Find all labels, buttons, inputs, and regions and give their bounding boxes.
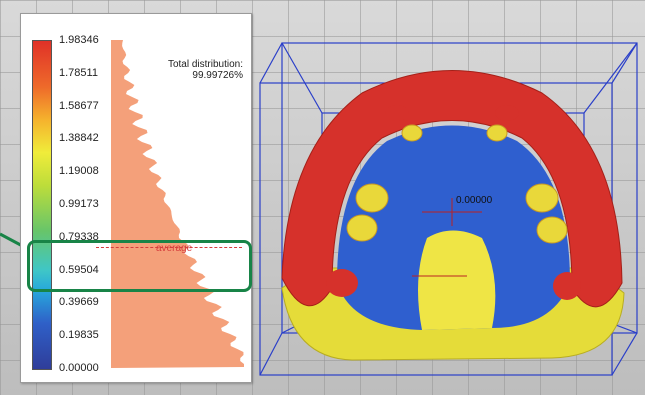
dental-scan-model[interactable] — [252, 38, 644, 383]
total-distribution: Total distribution: 99.99726% — [168, 59, 243, 81]
scale-tick-label: 1.98346 — [59, 34, 99, 46]
center-crosshair — [412, 198, 482, 277]
scale-tick-label: 1.78511 — [59, 66, 98, 79]
model-hotspots — [326, 105, 581, 300]
scale-tick-label: 0.00000 — [59, 362, 99, 374]
scale-tick-label: 0.39669 — [59, 296, 99, 309]
scale-tick-label: 0.19835 — [59, 329, 99, 342]
total-distribution-label: Total distribution: — [167, 59, 243, 70]
distribution-histogram — [111, 40, 244, 368]
scale-tick-label: 0.79338 — [59, 230, 99, 243]
total-distribution-value: 99.99726% — [192, 70, 243, 81]
histogram-area — [111, 40, 244, 368]
average-label: average — [156, 243, 193, 254]
distribution-panel: 1.98346 1.78511 1.58677 1.38842 1.19008 0.991… — [20, 13, 252, 383]
scale-tick-label: 1.38842 — [59, 132, 99, 145]
scale-tick-label: 1.58677 — [59, 99, 99, 112]
scale-tick-label: 1.19008 — [59, 165, 99, 178]
average-line — [96, 247, 242, 248]
scale-tick-label: 0.59504 — [59, 263, 99, 276]
model-gum — [281, 70, 623, 308]
color-scale-bar — [32, 40, 52, 370]
model-palate — [337, 125, 570, 330]
center-value-label: 0.00000 — [456, 195, 493, 206]
scale-tick-label: 0.99173 — [59, 198, 99, 210]
model-palate-center — [418, 230, 496, 330]
model-teeth — [346, 124, 568, 244]
highlight-box — [27, 240, 252, 292]
